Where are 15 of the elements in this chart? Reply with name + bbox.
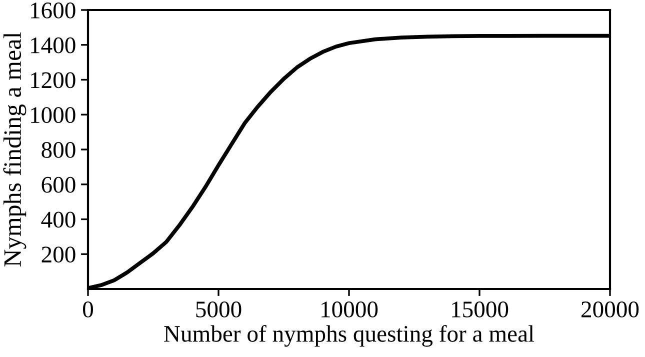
- y-tick-label: 800: [42, 142, 76, 158]
- y-tick-label: 200: [42, 246, 76, 263]
- x-tick-label: 10000: [322, 301, 378, 318]
- y-axis-title: Nymphs finding a meal: [3, 32, 26, 266]
- y-tick-label: 1400: [31, 37, 76, 54]
- y-tick-label: 1600: [31, 2, 76, 18]
- x-tick-label: 5000: [196, 301, 242, 318]
- y-tick-label: 600: [42, 176, 76, 193]
- x-tick-label: 20000: [582, 301, 639, 318]
- y-tick-label: 1200: [31, 72, 76, 88]
- x-tick-label: 15000: [452, 301, 508, 318]
- x-tick-label: 0: [82, 301, 94, 318]
- y-tick-label: 400: [41, 212, 76, 228]
- y-tick-label: 1000: [31, 107, 76, 124]
- x-axis-title: Number of nymphs questing for a meal: [164, 324, 534, 347]
